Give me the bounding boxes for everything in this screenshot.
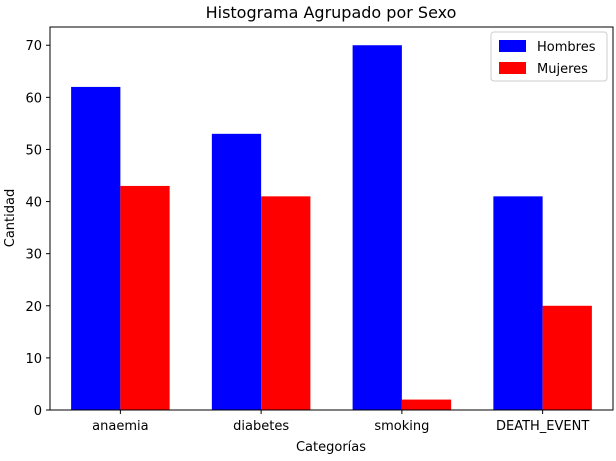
y-tick-label: 20 [25, 300, 42, 315]
x-axis-label: Categorías [296, 440, 366, 455]
legend-swatch-mujeres [499, 62, 526, 74]
y-tick-label: 10 [25, 352, 42, 367]
y-axis-label: Cantidad [3, 189, 18, 247]
x-tick-label: anaemia [92, 419, 148, 434]
legend-label-hombres: Hombres [537, 40, 596, 55]
y-tick-label: 60 [25, 91, 42, 106]
y-tick-label: 40 [25, 196, 42, 211]
y-tick-label: 50 [25, 143, 42, 158]
chart-title: Histograma Agrupado por Sexo [206, 3, 457, 22]
bar-hombres-anaemia [71, 86, 121, 410]
bar-mujeres-death_event [542, 305, 592, 410]
y-tick-label: 70 [25, 39, 42, 54]
legend: Hombres Mujeres [490, 31, 608, 82]
x-tick-label: diabetes [233, 419, 289, 434]
bar-hombres-smoking [352, 45, 402, 410]
bar-mujeres-anaemia [120, 185, 170, 410]
legend-label-mujeres: Mujeres [537, 62, 588, 77]
legend-swatch-hombres [499, 40, 526, 52]
bar-mujeres-diabetes [261, 196, 311, 410]
axes-frame [49, 26, 614, 411]
x-tick-label: DEATH_EVENT [496, 419, 589, 434]
y-tick-label: 0 [34, 404, 42, 419]
bar-mujeres-smoking [401, 399, 452, 410]
y-tick-label: 30 [25, 248, 42, 263]
x-tick-label: smoking [374, 419, 429, 434]
bar-hombres-diabetes [211, 133, 262, 411]
bar-hombres-death_event [493, 196, 543, 410]
plot-area: anaemia diabetes smoking DEATH_EVENT 0 10 20 30… [25, 26, 614, 434]
